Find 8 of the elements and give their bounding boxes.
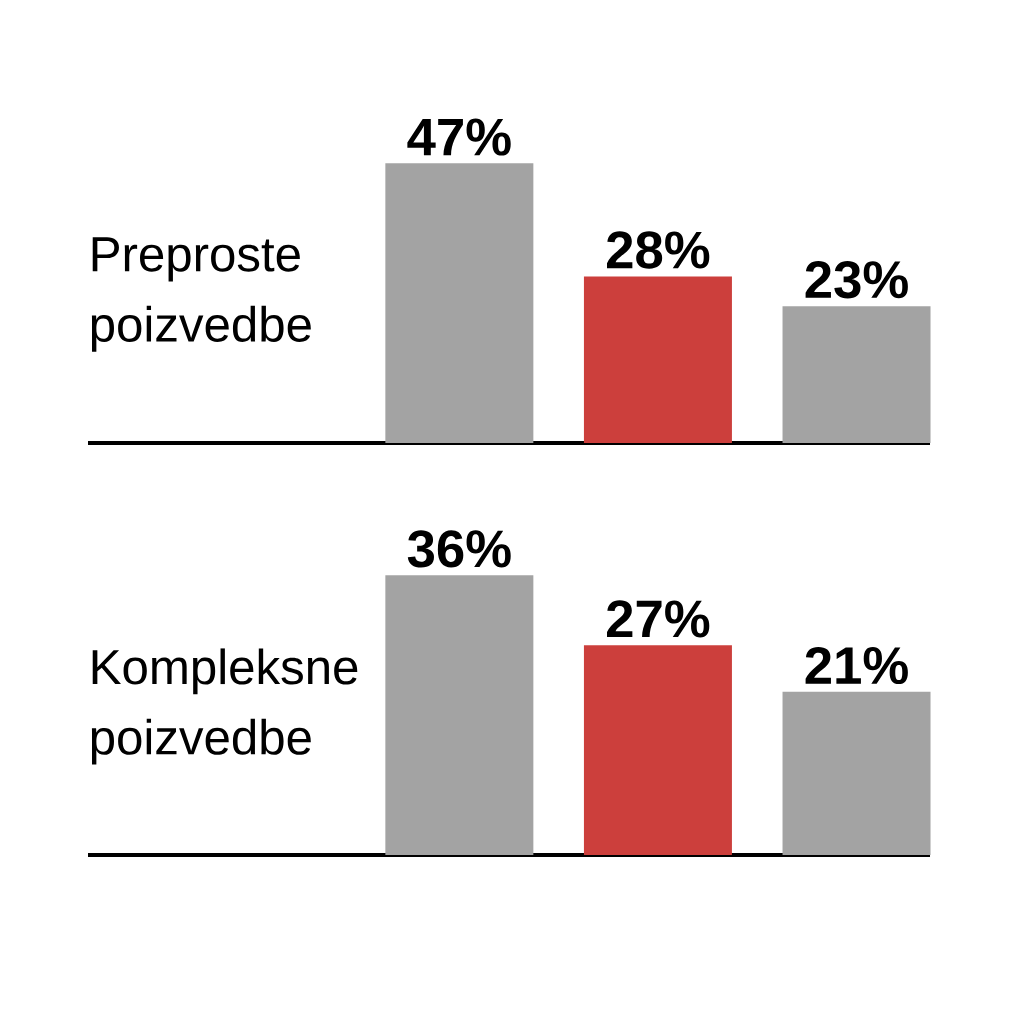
data-label: 36% [407, 530, 511, 568]
text: Kompleksne poizvedbe [91, 648, 358, 765]
data-label: 21% [805, 646, 908, 685]
data-label: 23% [805, 261, 908, 299]
data-label: 28% [607, 231, 710, 269]
data-label: 47% [407, 118, 511, 156]
text: Preproste poizvedbe [91, 237, 311, 352]
data-label: 27% [607, 600, 710, 638]
